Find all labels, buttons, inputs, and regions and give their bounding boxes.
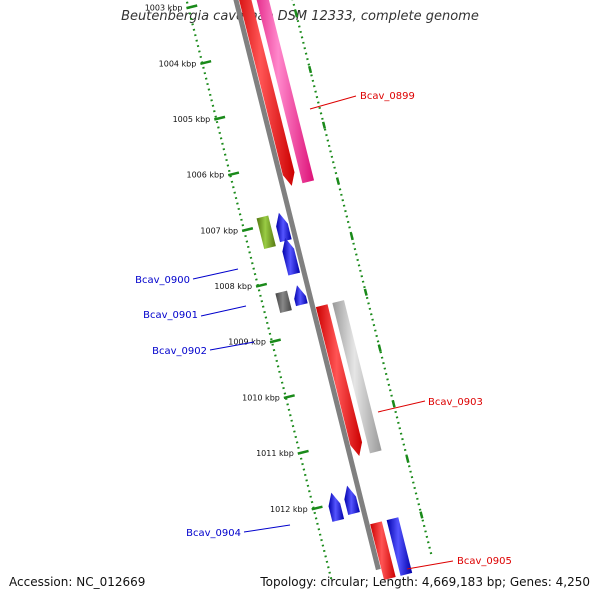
tick-label: 1004 kbp — [159, 59, 197, 68]
inner-ruler-major-tick — [283, 394, 295, 400]
gene-label: Bcav_0904 — [186, 528, 241, 539]
gene-bcav-0905-arrow — [370, 521, 396, 580]
tick-label: 1008 kbp — [214, 282, 252, 291]
tick-label: 1012 kbp — [270, 505, 308, 514]
inner-ruler-major-tick — [311, 505, 323, 511]
gene-label: Bcav_0900 — [135, 275, 190, 286]
inner-ruler-major-tick — [227, 171, 240, 177]
tick-label: 1011 kbp — [256, 449, 294, 458]
cog-bcav-0905-bar — [386, 517, 413, 576]
inner-ruler-major-tick — [213, 115, 226, 121]
gene-label-leader — [192, 268, 239, 280]
gene-bcav-0903-arrow — [315, 304, 363, 456]
outer-ruler-major-tick — [321, 121, 327, 129]
genome-title: Beutenbergia cavernae DSM 12333, complet… — [121, 9, 479, 24]
gene-label-leader — [200, 305, 247, 317]
gene-bcav-0901-arrow — [282, 237, 301, 276]
genome-backbone — [233, 0, 381, 571]
outer-ruler-major-tick — [405, 455, 410, 463]
inner-ruler-major-tick — [297, 449, 309, 455]
outer-ruler-major-tick — [308, 65, 313, 74]
gene-label-leader — [377, 400, 426, 413]
gene-label-leader — [309, 95, 357, 110]
inner-ruler-major-tick — [186, 4, 198, 10]
inner-ruler-major-tick — [255, 282, 268, 288]
gene-bcav-0899-arrow — [239, 0, 295, 186]
gene-label: Bcav_0899 — [360, 91, 415, 102]
gene-label-leader — [209, 341, 255, 351]
outer-ruler-major-tick — [391, 399, 396, 408]
cog-bcav-0902-bar — [275, 290, 292, 314]
tick-label: 1010 kbp — [242, 393, 280, 402]
outer-ruler-major-tick — [349, 232, 354, 241]
gene-label: Bcav_0905 — [457, 556, 512, 567]
outer-ruler-major-tick — [294, 10, 299, 18]
tick-label: 1007 kbp — [200, 226, 238, 235]
cog-bcav-0903-bar — [332, 300, 382, 454]
gene-label: Bcav_0901 — [143, 310, 198, 321]
gene-label-leader — [406, 560, 454, 570]
gene-bcav-0902-arrow — [294, 285, 308, 307]
gene-bcav-0904-arrow-b — [328, 492, 345, 522]
inner-ruler-major-tick — [200, 59, 212, 66]
cog-bcav-0900-bar — [256, 215, 276, 250]
tick-label: 1006 kbp — [186, 171, 224, 180]
tick-label: 1009 kbp — [228, 338, 266, 347]
tick-label: 1003 kbp — [145, 4, 183, 13]
outer-ruler-major-tick — [363, 288, 368, 296]
gene-label: Bcav_0902 — [152, 346, 207, 357]
gene-label: Bcav_0903 — [428, 397, 483, 408]
inner-ruler-major-tick — [269, 338, 282, 344]
tick-label: 1005 kbp — [173, 115, 211, 124]
gene-bcav-0900-arrow — [276, 212, 292, 243]
accession-label: Accession: NC_012669 — [9, 575, 146, 589]
outer-ruler-major-tick — [419, 511, 424, 519]
genome-summary: Topology: circular; Length: 4,669,183 bp… — [260, 575, 590, 589]
gene-bcav-0904-arrow-a — [344, 485, 360, 515]
outer-ruler-major-tick — [377, 344, 382, 352]
cog-bcav-0899-bar — [256, 0, 315, 184]
inner-ruler-major-tick — [241, 227, 254, 233]
gene-label-leader — [243, 524, 291, 533]
outer-ruler-major-tick — [335, 177, 340, 185]
